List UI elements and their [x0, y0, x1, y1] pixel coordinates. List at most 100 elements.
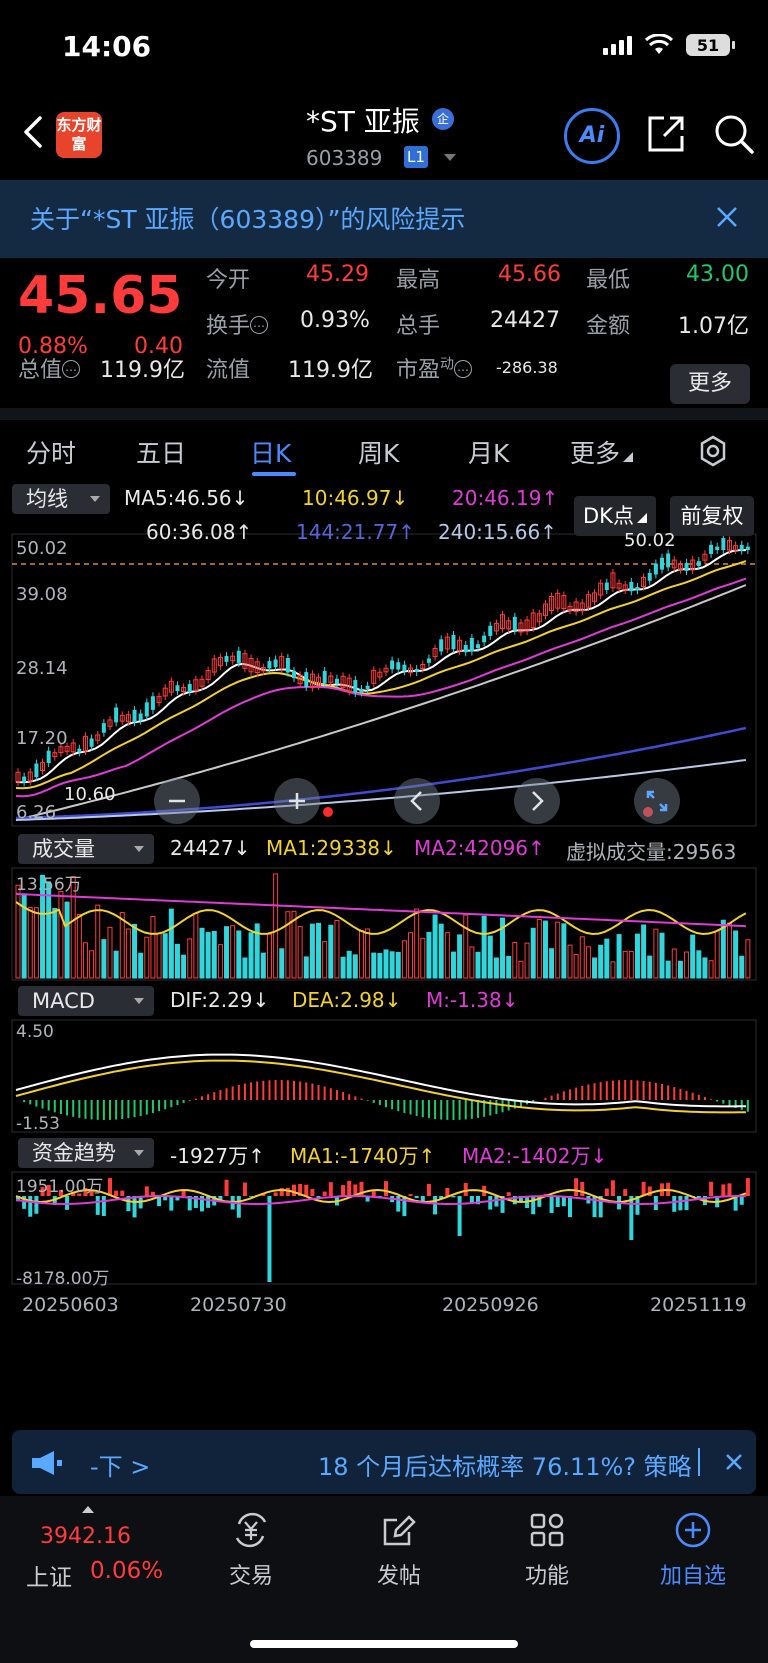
zoom-out-button[interactable] [154, 778, 200, 824]
info-icon[interactable]: … [62, 360, 81, 378]
scroll-right-button[interactable] [514, 778, 560, 824]
dk-point-button[interactable]: DK点 [574, 496, 656, 536]
volume-bar [144, 936, 150, 979]
nav-post[interactable]: 发帖 [344, 1510, 454, 1590]
ma144-line [15, 726, 747, 820]
volume-bar [46, 881, 52, 979]
fund-bar [512, 1196, 517, 1205]
zoom-in-button[interactable] [274, 778, 320, 824]
macd-dea: DEA:2.98↓ [292, 988, 402, 1012]
volume-bar [414, 908, 420, 979]
chevron-up-icon[interactable] [82, 1506, 94, 1513]
index-name[interactable]: 上证 [26, 1565, 72, 1591]
nav-functions-label: 功能 [524, 1564, 569, 1589]
volume-y-top: 13.56万 [16, 875, 82, 895]
fund-bar [506, 1192, 511, 1196]
volume-bar [555, 921, 561, 979]
indicator-selector[interactable]: 均线 [12, 484, 110, 514]
enterprise-badge-icon: 企 [432, 108, 454, 130]
kline-chart[interactable] [0, 482, 768, 1418]
more-quote-button[interactable]: 更多 [670, 364, 750, 404]
wifi-icon [644, 34, 674, 54]
volume-bar [726, 922, 732, 979]
candle [52, 752, 58, 758]
volume-bar [745, 939, 751, 979]
volume-bar [579, 936, 585, 979]
share-icon[interactable] [644, 112, 688, 156]
nav-trade[interactable]: 交易 [196, 1510, 306, 1590]
volume-bar [671, 948, 677, 979]
fund-bar [641, 1181, 646, 1196]
scroll-left-button[interactable] [394, 778, 440, 824]
volume-bar [279, 948, 285, 979]
chart-area[interactable]: 均线 MA5:46.56↓ 10:46.97↓ 20:46.19↑ 60:36.… [0, 482, 768, 1418]
fund-bar [384, 1181, 388, 1196]
index-percent[interactable]: 0.06% [90, 1558, 164, 1584]
candle [647, 573, 652, 581]
x-axis-label: 20250603 [22, 1294, 119, 1316]
fund-trend-selector[interactable]: 资金趋势 [18, 1138, 154, 1168]
candle [27, 771, 33, 782]
fund-bar [132, 1196, 137, 1218]
high-marker: 50.02 [624, 530, 676, 551]
volume-bar [585, 946, 591, 979]
back-icon[interactable] [18, 112, 48, 152]
macd-selector[interactable]: MACD [18, 986, 154, 1016]
volume-bar [653, 928, 659, 979]
ticker-text[interactable]: 18 个月后达标概率 76.11%? 策略 [318, 1453, 692, 1481]
candle [217, 656, 223, 667]
candle [555, 592, 561, 609]
nav-functions[interactable]: 功能 [492, 1510, 602, 1590]
volume-selector[interactable]: 成交量 [18, 834, 154, 864]
level-badge[interactable]: L1 [404, 146, 428, 168]
tab-daily-k[interactable]: 日K [250, 439, 292, 468]
candle [267, 661, 272, 669]
volume-bar [408, 932, 414, 979]
candle [144, 702, 149, 717]
fund-bar [727, 1183, 732, 1196]
candle [506, 620, 512, 630]
expand-icon [646, 790, 668, 812]
index-value[interactable]: 3942.16 [40, 1524, 131, 1549]
fund-bar [592, 1196, 597, 1218]
volume-bar [592, 957, 598, 979]
close-icon[interactable] [722, 1450, 746, 1474]
adjust-button[interactable]: 前复权 [670, 496, 754, 536]
volume-bar [733, 930, 739, 979]
main-panel-frame [11, 533, 757, 827]
ticker-next[interactable]: -下 > [90, 1453, 151, 1481]
candle [518, 622, 524, 633]
volume-bar [132, 923, 138, 979]
close-icon[interactable] [712, 202, 742, 232]
candle [444, 636, 450, 650]
candle [469, 638, 474, 652]
info-icon[interactable]: … [250, 316, 269, 334]
risk-banner-text[interactable]: 关于“*ST 亚振（603389）”的风险提示 [30, 205, 466, 234]
chevron-down-icon[interactable] [444, 154, 456, 161]
nav-add-watchlist[interactable]: 加自选 [638, 1510, 748, 1590]
candle [739, 544, 744, 551]
volume-bar [322, 941, 328, 979]
pe-value: -286.38 [496, 358, 558, 377]
search-icon[interactable] [712, 112, 756, 156]
tab-weekly-k[interactable]: 周K [358, 439, 400, 468]
gear-icon[interactable] [696, 434, 730, 468]
info-icon[interactable]: … [454, 360, 473, 378]
app-logo: 东方财富 [56, 112, 102, 158]
fund-bar [16, 1196, 20, 1202]
fund-bar [206, 1196, 211, 1208]
fund-bar [696, 1196, 701, 1200]
tab-monthly-k[interactable]: 月K [468, 439, 510, 468]
ai-assistant-icon[interactable]: Ai [564, 108, 620, 164]
fund-bar [89, 1190, 94, 1196]
fund-ma1: MA1:-1740万↑ [290, 1144, 436, 1168]
strategy-ticker[interactable]: -下 > 18 个月后达标概率 76.11%? 策略 [12, 1430, 756, 1494]
tab-intraday[interactable]: 分时 [26, 439, 77, 468]
minus-icon [169, 799, 185, 803]
tab-more[interactable]: 更多 [570, 434, 634, 470]
volume-bar [82, 942, 88, 979]
volume-bar [389, 951, 395, 979]
tab-five-day[interactable]: 五日 [136, 439, 187, 468]
fullscreen-button[interactable] [634, 778, 680, 824]
risk-banner[interactable]: 关于“*ST 亚振（603389）”的风险提示 [0, 180, 768, 258]
